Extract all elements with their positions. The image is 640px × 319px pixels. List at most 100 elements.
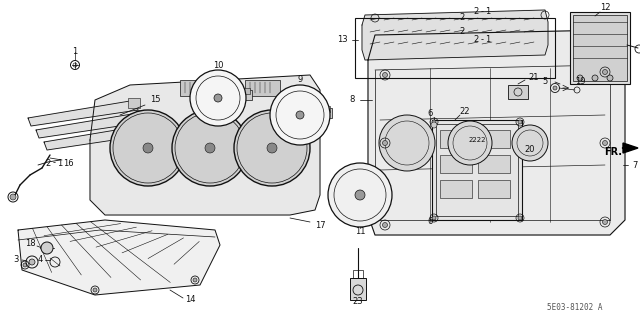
Polygon shape [44,124,154,150]
Circle shape [383,222,387,227]
Bar [478,130,510,148]
Circle shape [448,121,492,165]
Text: 18: 18 [25,239,35,248]
Circle shape [110,110,186,186]
Text: 14: 14 [185,295,195,305]
Circle shape [355,190,365,200]
Circle shape [431,122,437,128]
Text: 6: 6 [428,108,433,117]
Text: 2: 2 [474,35,479,44]
Circle shape [214,94,222,102]
Bar [320,108,332,118]
Polygon shape [18,220,220,295]
Circle shape [602,140,607,145]
Circle shape [512,125,548,161]
Circle shape [432,120,436,124]
Bar [240,90,252,100]
Circle shape [553,86,557,90]
Circle shape [93,288,97,292]
Text: 2: 2 [45,159,51,167]
Bar [242,88,250,94]
Circle shape [270,85,330,145]
Text: 5: 5 [542,78,548,86]
Bar [350,278,366,300]
Text: FR.: FR. [604,147,622,157]
Bar [478,155,510,173]
Bar [436,124,518,216]
Circle shape [379,115,435,171]
Bar [353,270,363,278]
Bar [573,15,627,81]
Circle shape [41,242,53,254]
Polygon shape [623,143,638,153]
Circle shape [328,163,392,227]
Text: 7: 7 [632,160,637,169]
Circle shape [23,263,27,267]
Polygon shape [28,100,138,126]
Bar [570,12,630,84]
Text: 11: 11 [355,227,365,236]
Text: 23: 23 [353,298,364,307]
Circle shape [205,143,215,153]
Circle shape [602,70,607,75]
Circle shape [190,70,246,126]
Circle shape [383,140,387,145]
Polygon shape [362,10,548,60]
Circle shape [234,110,310,186]
Text: 20: 20 [525,145,535,154]
Circle shape [518,120,522,124]
Bar [440,130,472,148]
Text: 6: 6 [428,218,433,226]
Bar [144,122,156,132]
Circle shape [10,194,16,200]
Text: -: - [52,159,56,167]
Circle shape [193,278,197,282]
Text: 1: 1 [485,35,491,44]
Bar [136,110,148,120]
Text: 19: 19 [575,78,585,86]
Text: 1: 1 [72,48,77,56]
Bar [440,155,472,173]
Bar [440,180,472,198]
Text: 1: 1 [485,8,491,17]
Text: 2: 2 [474,8,479,17]
Circle shape [143,143,153,153]
Bar [180,80,215,96]
Circle shape [296,111,304,119]
Polygon shape [368,30,625,235]
Circle shape [607,75,613,81]
Bar [245,80,280,96]
Circle shape [383,72,387,78]
Circle shape [602,219,607,225]
Circle shape [577,75,583,81]
Bar [322,106,330,112]
Bar [128,98,140,108]
Circle shape [172,110,248,186]
Circle shape [267,143,277,153]
Circle shape [432,216,436,220]
Polygon shape [90,75,320,215]
Bar [478,180,510,198]
Text: 10: 10 [212,61,223,70]
Text: 17: 17 [315,220,325,229]
Text: 2: 2 [460,27,465,36]
Circle shape [518,216,522,220]
Text: 12: 12 [600,4,611,12]
Text: 5E03-81202 A: 5E03-81202 A [547,303,603,313]
Circle shape [592,75,598,81]
Text: 4: 4 [37,256,43,264]
Text: 9: 9 [298,76,303,85]
Text: 22: 22 [460,108,470,116]
Text: -: - [481,35,483,44]
Text: 3: 3 [13,256,19,264]
Text: 21: 21 [529,73,540,83]
Bar [355,18,555,78]
Text: 8: 8 [349,95,355,105]
Text: 2222: 2222 [468,137,486,143]
Text: 15: 15 [150,95,160,105]
Bar [432,120,522,220]
Text: 13: 13 [337,35,348,44]
Text: 1: 1 [58,159,63,167]
Circle shape [29,259,35,265]
Text: -: - [481,8,483,17]
